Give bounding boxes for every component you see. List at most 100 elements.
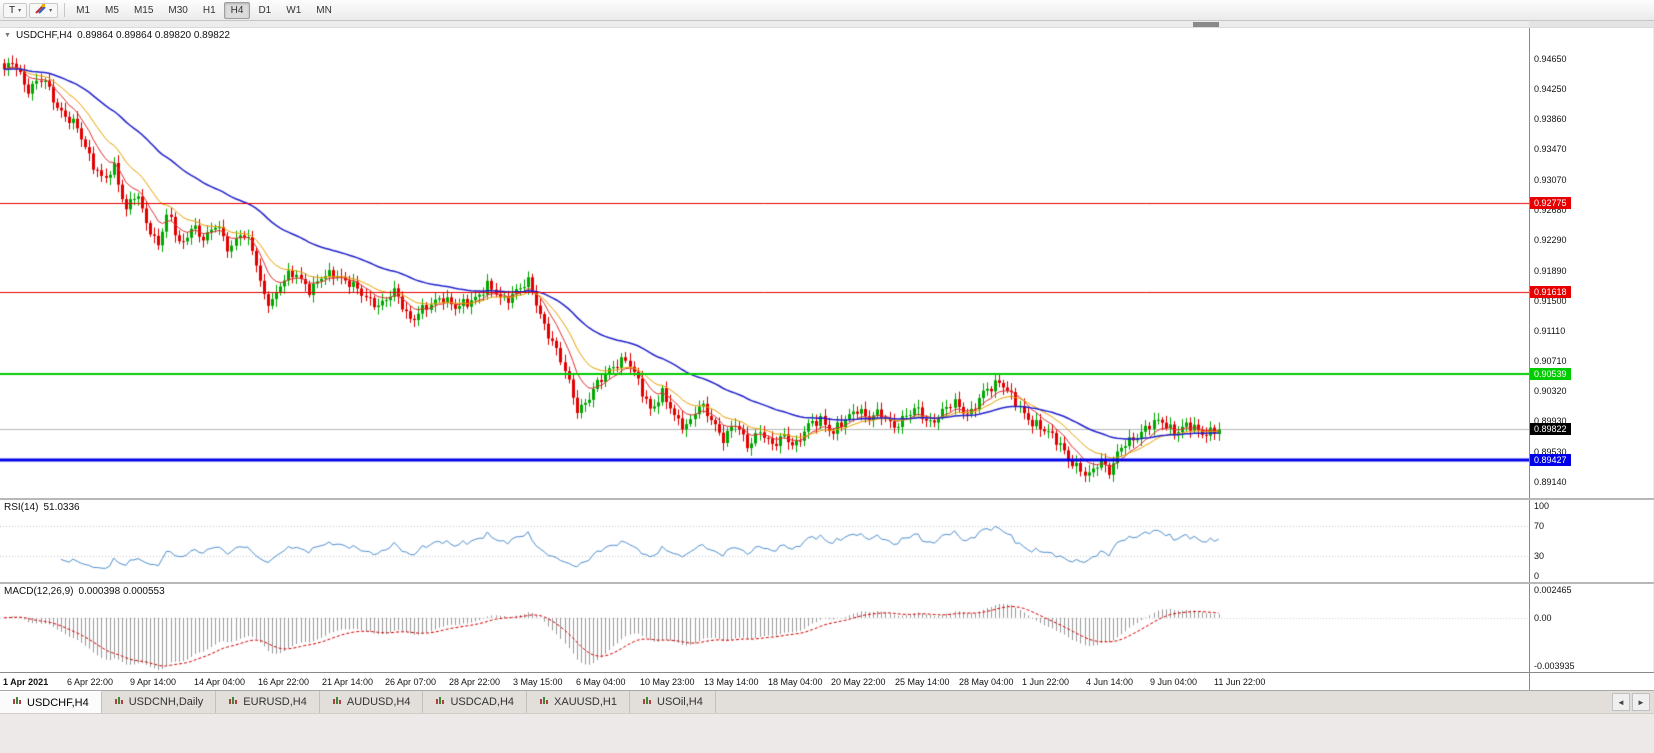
macd-values: 0.000398 0.000553	[78, 586, 165, 597]
scroll-right-icon: ►	[1637, 697, 1645, 707]
macd-canvas[interactable]	[0, 584, 1529, 672]
timeframe-button-m1[interactable]: M1	[76, 4, 91, 16]
chart-scrollbar[interactable]	[0, 21, 1529, 28]
time-tick-label: 16 Apr 22:00	[258, 677, 310, 687]
price-level-badge: 0.92775	[1530, 196, 1571, 209]
time-tick-label: 28 Apr 22:00	[449, 677, 501, 687]
time-tick-label: 10 May 23:00	[640, 677, 695, 687]
chart-scrollbar-thumb[interactable]	[1193, 22, 1219, 27]
chart-icon	[114, 696, 124, 709]
time-tick-label: 14 Apr 04:00	[194, 677, 246, 687]
axis-tick-label: 0.93070	[1534, 175, 1567, 186]
price-level-badge: 0.90539	[1530, 368, 1571, 381]
chart-icon	[228, 696, 238, 709]
collapse-arrow-icon[interactable]: ▼	[4, 32, 11, 39]
axis-tick-label: 0.91890	[1534, 265, 1567, 276]
timeframe-button-m15[interactable]: M15	[133, 4, 154, 16]
tab-label: USDCNH,Daily	[128, 696, 204, 708]
tab-label: USDCAD,H4	[450, 696, 515, 708]
chart-icon	[332, 696, 342, 709]
chart-ohlc-values: 0.89864 0.89864 0.89820 0.89822	[77, 30, 230, 41]
axis-tick-label: 0.89530	[1534, 446, 1567, 457]
tabs-scroll-right-button[interactable]: ►	[1632, 693, 1650, 711]
chart-symbol-label: USDCHF,H4	[15, 30, 73, 41]
time-tick-label: 1 Apr 2021	[3, 677, 49, 687]
axis-tick-label: 100	[1534, 501, 1550, 511]
time-tick-label: 18 May 04:00	[768, 677, 823, 687]
axis-tick-label: 0.002465	[1534, 585, 1572, 595]
chevron-down-icon: ▾	[18, 7, 22, 14]
drawing-tools-button[interactable]: ▾	[29, 2, 59, 18]
axis-tick-label: 0.90320	[1534, 386, 1567, 397]
rsi-axis[interactable]: 100 70 30 0	[1529, 500, 1653, 582]
toolbar-separator	[64, 3, 66, 17]
price-plot: ▼ USDCHF,H4 0.89864 0.89864 0.89820 0.89…	[0, 28, 1529, 498]
chart-tab-usdcnh[interactable]: USDCNH,Daily	[102, 691, 217, 713]
axis-tick-label: 0	[1534, 571, 1540, 581]
timeframe-button-m30[interactable]: M30	[168, 4, 188, 16]
macd-label: MACD(12,26,9) 0.000398 0.000553	[4, 586, 165, 597]
drawing-tools-icon	[35, 3, 46, 17]
time-tick-label: 20 May 22:00	[831, 677, 886, 687]
axis-tick-label: 0.94650	[1534, 53, 1567, 64]
tab-label: USDCHF,H4	[27, 696, 89, 709]
axis-tick-label: 0.92290	[1534, 234, 1567, 245]
time-tick-label: 6 Apr 22:00	[67, 677, 114, 687]
chart-tab-usoil[interactable]: USOil,H4	[630, 691, 716, 713]
tab-label: XAUUSD,H1	[554, 696, 617, 708]
time-axis-row: 1 Apr 2021 6 Apr 22:00 9 Apr 14:00 14 Apr 0…	[0, 672, 1654, 690]
price-axis[interactable]: 0.94650 0.94250 0.93860 0.93470 0.93070 0.926…	[1529, 28, 1653, 498]
chart-icon	[12, 696, 22, 709]
time-tick-label: 3 May 15:00	[513, 677, 563, 687]
axis-tick-label: 0.90710	[1534, 356, 1567, 367]
rsi-plot: RSI(14) 51.0336	[0, 500, 1529, 582]
rsi-name: RSI(14)	[4, 502, 39, 513]
chart-tab-audusd[interactable]: AUDUSD,H4	[320, 691, 424, 713]
timeframe-button-h1[interactable]: H1	[202, 4, 216, 16]
timeframe-button-d1[interactable]: D1	[258, 4, 272, 16]
time-tick-label: 6 May 04:00	[576, 677, 626, 687]
axis-tick-label: 0.89140	[1534, 476, 1567, 487]
time-tick-label: 13 May 14:00	[704, 677, 759, 687]
chart-tabs: USDCHF,H4 USDCNH,Daily EURUSD,H4 AUDUSD,H4 U…	[0, 691, 716, 713]
chart-title: ▼ USDCHF,H4 0.89864 0.89864 0.89820 0.89…	[4, 30, 230, 41]
macd-axis[interactable]: 0.002465 0.00 -0.003935	[1529, 584, 1653, 672]
timeframe-button-w1[interactable]: W1	[286, 4, 302, 16]
chart-area: ▼ USDCHF,H4 0.89864 0.89864 0.89820 0.89…	[0, 21, 1654, 690]
panel-splitter[interactable]	[0, 582, 1654, 584]
time-axis[interactable]: 1 Apr 2021 6 Apr 22:00 9 Apr 14:00 14 Apr 0…	[0, 672, 1529, 690]
chevron-down-icon: ▾	[49, 7, 53, 14]
timeframe-button-m5[interactable]: M5	[105, 4, 119, 16]
timeframe-button-h4[interactable]: H4	[223, 1, 251, 19]
chart-tab-usdcad[interactable]: USDCAD,H4	[423, 691, 528, 713]
chart-tab-eurusd[interactable]: EURUSD,H4	[216, 691, 320, 713]
chart-icon	[642, 696, 652, 709]
status-bar	[0, 713, 1654, 753]
time-tick-label: 9 Jun 04:00	[1150, 677, 1198, 687]
timeframe-button-mn[interactable]: MN	[316, 4, 332, 16]
cursor-tool-label: T	[9, 4, 16, 16]
price-chart-canvas[interactable]	[0, 28, 1529, 498]
rsi-label: RSI(14) 51.0336	[4, 502, 80, 513]
rsi-canvas[interactable]	[0, 500, 1529, 582]
time-tick-label: 26 Apr 07:00	[385, 677, 437, 687]
tab-nav: ◄ ►	[1612, 691, 1654, 713]
axis-tick-label: 0.92680	[1534, 205, 1567, 215]
time-tick-label: 21 Apr 14:00	[322, 677, 374, 687]
chart-tab-xauusd[interactable]: XAUUSD,H1	[527, 691, 630, 713]
timeframe-group: M1 M5 M15 M30 H1 H4 D1 W1 MN	[69, 1, 340, 19]
panel-splitter[interactable]	[0, 498, 1654, 500]
cursor-tool-button[interactable]: T ▾	[3, 2, 28, 18]
price-level-badge: 0.89427	[1530, 453, 1571, 466]
chart-tab-usdchf[interactable]: USDCHF,H4	[0, 691, 102, 713]
chart-tabbar: USDCHF,H4 USDCNH,Daily EURUSD,H4 AUDUSD,H4 U…	[0, 690, 1654, 713]
rsi-value: 51.0336	[43, 502, 80, 513]
chart-icon	[539, 696, 549, 709]
tabs-scroll-left-button[interactable]: ◄	[1612, 693, 1630, 711]
macd-plot: MACD(12,26,9) 0.000398 0.000553	[0, 584, 1529, 672]
axis-tick-label: 0.94250	[1534, 84, 1567, 95]
time-tick-label: 1 Jun 22:00	[1022, 677, 1070, 687]
price-level-badge: 0.89822	[1530, 423, 1571, 436]
time-tick-label: 25 May 14:00	[895, 677, 950, 687]
